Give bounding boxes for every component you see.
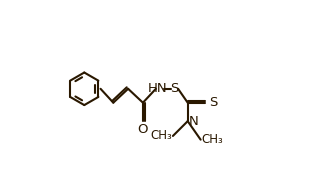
Text: CH₃: CH₃ <box>150 130 172 142</box>
Text: S: S <box>209 96 217 109</box>
Text: HN: HN <box>148 82 168 95</box>
Text: O: O <box>138 123 148 136</box>
Text: S: S <box>170 82 179 95</box>
Text: CH₃: CH₃ <box>202 133 223 146</box>
Text: N: N <box>188 115 198 128</box>
